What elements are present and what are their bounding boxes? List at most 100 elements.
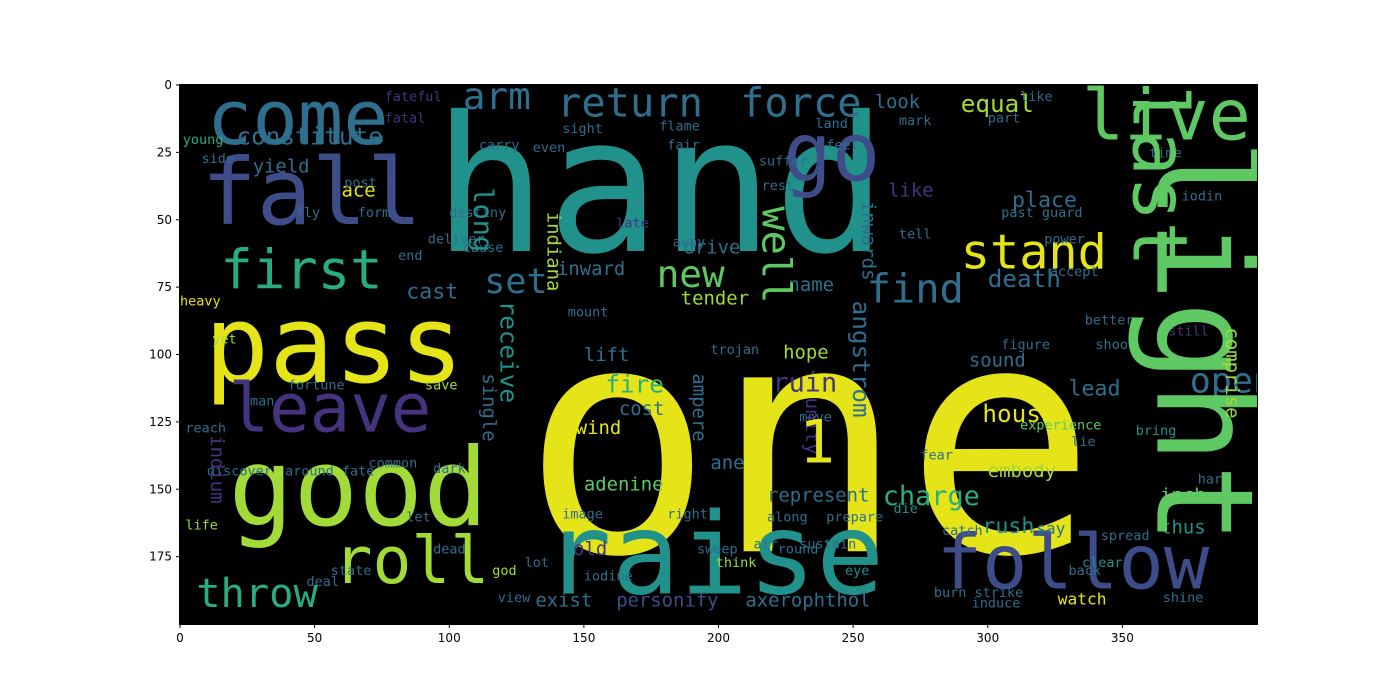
cloud-word: figure (1001, 337, 1050, 353)
cloud-word: place (1012, 188, 1077, 213)
x-tick-label: 250 (842, 631, 865, 645)
x-tick-label: 0 (176, 631, 184, 645)
cloud-word: die (894, 501, 918, 517)
cloud-word: shine (1163, 590, 1204, 606)
cloud-word: inward (557, 258, 625, 280)
cloud-word: late (616, 216, 649, 232)
cloud-word: new (657, 252, 725, 296)
cloud-word: look (875, 91, 921, 113)
cloud-word: round (778, 542, 819, 558)
cloud-word: fall (202, 139, 423, 246)
y-tick-label: 0 (164, 78, 172, 92)
x-tick-label: 350 (1111, 631, 1134, 645)
cloud-word: still (1168, 323, 1209, 339)
cloud-word: thus (1160, 517, 1206, 539)
x-tick-label: 100 (438, 631, 461, 645)
cloud-word: yet (212, 332, 236, 348)
cloud-word: come (207, 74, 389, 162)
y-tick-label: 50 (157, 213, 172, 227)
cloud-word: sweep (697, 542, 738, 558)
cloud-word: throw (196, 569, 318, 617)
cloud-word: young (183, 132, 224, 148)
cloud-word: rest (762, 178, 795, 194)
cloud-word: fire (605, 369, 664, 398)
cloud-word: lot (525, 555, 549, 571)
cloud-word: past guard (1001, 205, 1082, 221)
x-tick-label: 300 (976, 631, 999, 645)
cloud-word: hand (433, 77, 887, 296)
cloud-word: reach (185, 420, 226, 436)
cloud-word-vertical: long (467, 187, 498, 252)
cloud-word: burn strike (934, 585, 1023, 601)
y-tick-label: 75 (157, 280, 172, 294)
cloud-word-vertical: light (1125, 139, 1282, 545)
x-tick-label: 200 (707, 631, 730, 645)
cloud-word: form (358, 205, 391, 221)
cloud-word: fateful (385, 89, 442, 105)
cloud-word: like (1020, 89, 1053, 105)
cloud-word: dead (433, 542, 466, 558)
cloud-word: yield (253, 156, 310, 178)
cloud-word: fortune (288, 377, 345, 393)
cloud-word: roll (334, 524, 490, 599)
cloud-word: first (220, 239, 382, 302)
cloud-word: force (740, 79, 862, 127)
cloud-word: feel (826, 137, 859, 153)
x-axis: 0 50 100 150 200 250 300 350 (176, 624, 1134, 645)
cloud-word: hard (1198, 472, 1231, 488)
cloud-word: raise (544, 489, 885, 621)
cloud-word: heavy (180, 294, 221, 310)
cloud-word: stand (961, 224, 1107, 280)
cloud-word-vertical: receive (494, 301, 523, 403)
cloud-word: even (533, 140, 566, 156)
cloud-word: fear (920, 447, 953, 463)
cloud-word: sight (562, 121, 603, 137)
cloud-word: lie (1071, 434, 1095, 450)
cloud-word: ace (342, 180, 376, 202)
cloud-word: live (1082, 75, 1251, 157)
cloud-word: let (406, 509, 430, 525)
cloud-word: arm (463, 74, 531, 118)
cloud-word: away (673, 234, 706, 250)
cloud-word: adenine (584, 474, 664, 496)
cloud-word: mark (899, 113, 932, 129)
cloud-word: part (988, 111, 1021, 127)
cloud-word: represent (767, 484, 869, 506)
cloud-word: name (789, 274, 835, 296)
cloud-word: follow (937, 519, 1210, 607)
cloud-word: go (783, 106, 880, 200)
cloud-word: carry (479, 137, 520, 153)
cloud-word: sound (969, 350, 1026, 372)
cloud-word: move (799, 410, 832, 426)
cloud-word: mount (568, 305, 609, 321)
cloud-word: exist (535, 589, 592, 611)
cloud-word-vertical: indiana (543, 212, 565, 292)
cloud-word: axerophthol (745, 589, 870, 611)
cloud-word: find (867, 265, 964, 313)
cloud-word: better (1085, 313, 1134, 329)
cloud-word: cause (463, 240, 504, 256)
cloud-word: land (815, 116, 848, 132)
y-tick-label: 125 (149, 415, 172, 429)
cloud-word: set (484, 262, 547, 302)
cloud-word-vertical: well (752, 206, 800, 303)
cloud-word: pass (204, 283, 464, 408)
cloud-word: destiny (449, 205, 506, 221)
cloud-word: fair (667, 137, 700, 153)
cloud-word: prepare (826, 509, 883, 525)
cloud-word: post (344, 175, 377, 191)
cloud-word: side (202, 151, 235, 167)
cloud-word-vertical: angstrom (847, 301, 876, 418)
cloud-word: deal (307, 574, 340, 590)
y-tick-label: 100 (149, 348, 172, 362)
y-tick-label: 150 (149, 482, 172, 496)
cloud-word-vertical: comprise (1221, 328, 1243, 419)
cloud-word: trojan (710, 342, 759, 358)
cloud-word: shoot (1095, 337, 1136, 353)
cloud-word: fly (296, 205, 320, 221)
cloud-word: image (562, 507, 603, 523)
cloud-word: one (522, 256, 1096, 626)
cloud-word: spread (1101, 528, 1150, 544)
cloud-word-vertical: ampere (688, 373, 710, 441)
